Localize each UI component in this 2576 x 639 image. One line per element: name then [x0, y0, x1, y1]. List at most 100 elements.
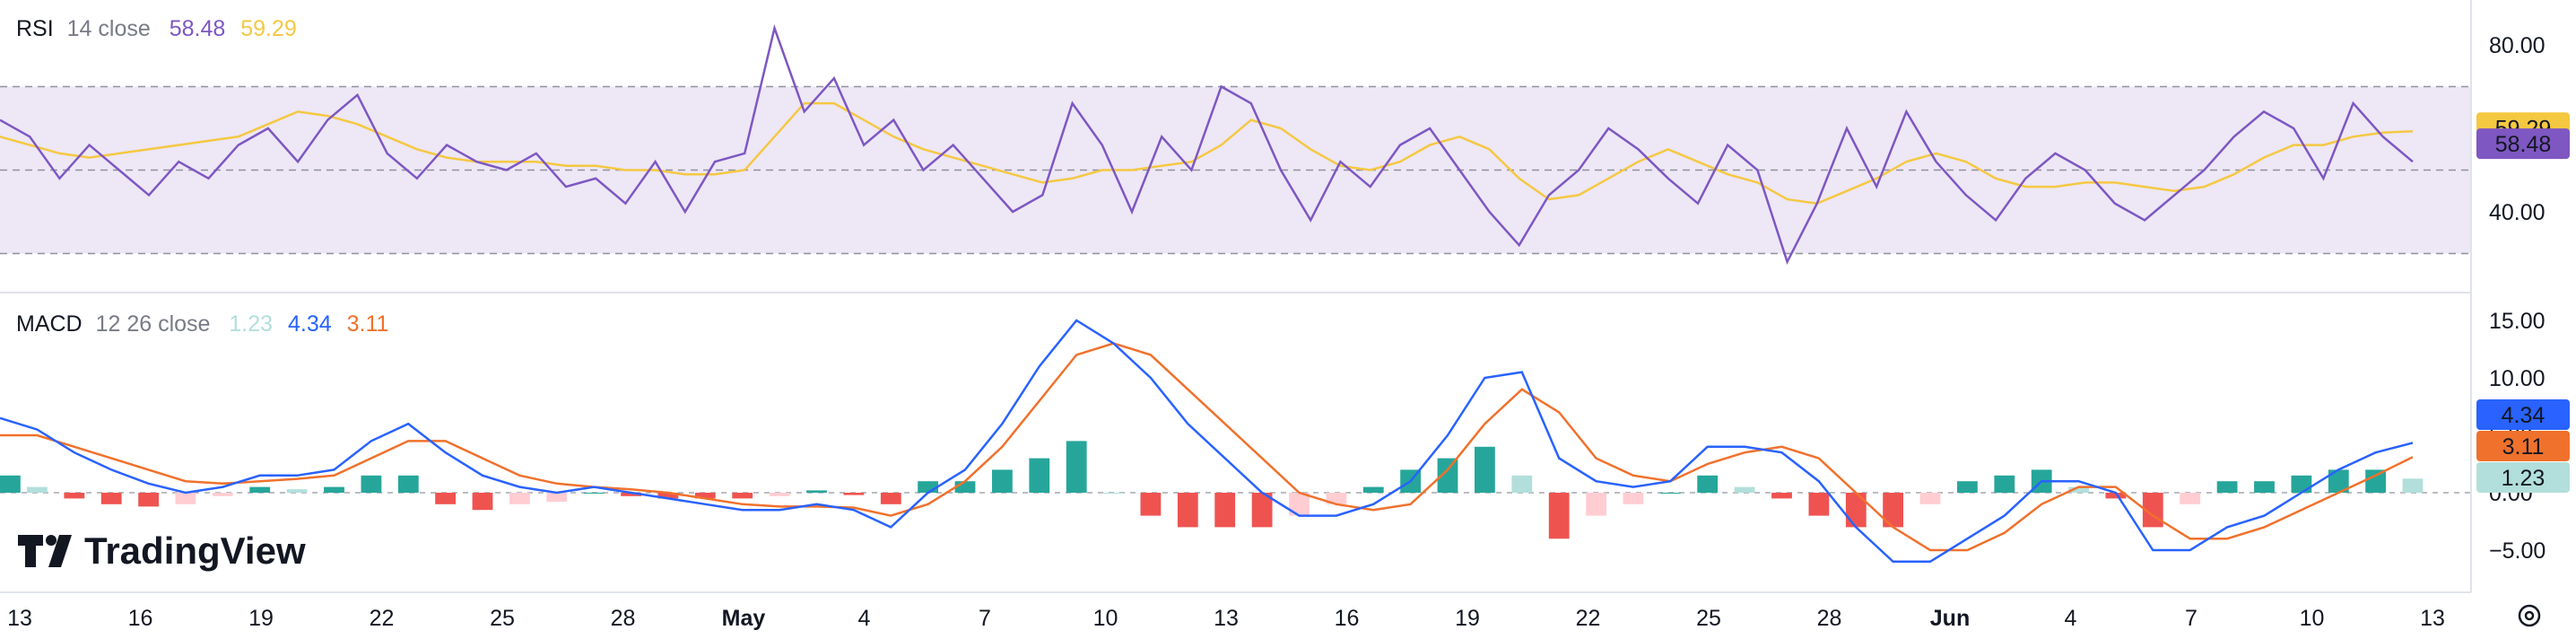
macd-histogram	[0, 441, 2424, 539]
histogram-bar	[1586, 493, 1606, 516]
macd-tick-label: −5.00	[2489, 538, 2546, 564]
rsi-ma-line	[0, 101, 2414, 205]
time-tick-label: 25	[1696, 606, 1721, 631]
histogram-bar	[1883, 493, 1903, 528]
histogram-bar	[1326, 493, 1347, 504]
histogram-bar	[286, 489, 308, 493]
histogram-bar	[732, 493, 753, 499]
histogram-bar	[992, 469, 1013, 493]
macd-tick-label: 10.00	[2489, 366, 2546, 391]
histogram-bar	[2068, 486, 2089, 493]
time-tick-label: May	[722, 606, 766, 631]
histogram-bar	[657, 493, 679, 499]
time-tick-label: 28	[611, 606, 636, 631]
histogram-bar	[361, 475, 382, 493]
time-tick-label: 16	[1335, 606, 1360, 631]
time-axis[interactable]: 13 16 19 22 25 28 May 4 7 10 13 16 19 22 25 28 Jun 4 7 10 13	[7, 606, 2445, 631]
rsi-line	[0, 24, 2414, 266]
histogram-last-tag-text: 1.23	[2502, 466, 2546, 491]
histogram-bar	[1475, 446, 1495, 493]
histogram-bar	[249, 486, 271, 493]
histogram-bar	[1808, 493, 1830, 516]
rsi-last-tag-bg	[2476, 128, 2570, 160]
histogram-bar	[1214, 493, 1236, 528]
signal-last-tag: 3.11	[2476, 431, 2570, 461]
time-tick-label: 7	[2185, 606, 2197, 631]
signal-last-tag-text: 3.11	[2502, 434, 2545, 460]
histogram-bar	[2180, 493, 2201, 504]
rsi-tick-label: 40.00	[2489, 200, 2546, 225]
histogram-bar	[1919, 493, 1941, 504]
histogram-bar	[1623, 493, 1644, 504]
histogram-bar	[1362, 486, 1384, 493]
macd-pane	[0, 319, 2471, 564]
rsi-legend-name: RSI	[16, 16, 54, 41]
time-tick-label: 28	[1817, 606, 1842, 631]
time-tick-label: 10	[2300, 606, 2325, 631]
histogram-bar	[397, 475, 419, 493]
rsi-pane	[0, 24, 2471, 266]
macd-last-tag-bg	[2476, 399, 2570, 430]
rsi-legend[interactable]: RSI 14 close 58.48 59.29	[16, 16, 297, 41]
histogram-bar	[1177, 493, 1198, 528]
histogram-bar	[1103, 493, 1124, 494]
macd-tick-label: 15.00	[2489, 309, 2546, 334]
time-tick-label: 4	[2065, 606, 2077, 631]
histogram-bar	[880, 493, 901, 504]
histogram-bar	[138, 493, 159, 507]
histogram-bar	[1289, 493, 1310, 516]
time-tick-label: 13	[7, 606, 32, 631]
rsi-last-tag: 58.48	[2476, 128, 2570, 160]
signal-last-tag-bg	[2476, 431, 2570, 461]
histogram-bar	[2402, 478, 2424, 493]
histogram-bar	[1845, 493, 1867, 528]
histogram-bar	[1066, 441, 1087, 493]
histogram-bar	[0, 475, 21, 493]
histogram-bar	[2105, 493, 2127, 499]
rsi-legend-value: 58.48	[170, 16, 226, 41]
last-value-tags: 59.2958.484.343.111.23	[2476, 112, 2570, 493]
histogram-bar	[1957, 481, 1978, 493]
tradingview-logo-icon	[18, 535, 72, 567]
histogram-bar	[621, 493, 641, 496]
rsi-legend-params: 14 close	[67, 16, 151, 41]
histogram-bar	[509, 493, 530, 504]
histogram-bar	[583, 493, 605, 494]
time-tick-label: 4	[858, 606, 871, 631]
histogram-bar	[1771, 493, 1792, 499]
macd-legend-params: 12 26 close	[96, 311, 211, 337]
macd-legend-name: MACD	[16, 311, 83, 337]
time-tick-label: 19	[1455, 606, 1480, 631]
time-tick-label: Jun	[1930, 606, 1970, 631]
histogram-bar	[1659, 493, 1681, 494]
signal-line	[0, 342, 2414, 552]
macd-legend[interactable]: MACD 12 26 close 1.23 4.34 3.11	[16, 311, 388, 337]
macd-last-tag-text: 4.34	[2502, 403, 2546, 428]
histogram-bar	[1994, 475, 2015, 493]
histogram-bar	[64, 493, 85, 499]
histogram-bar	[2328, 469, 2349, 493]
histogram-bar	[324, 486, 344, 493]
rsi-tick-label: 80.00	[2489, 33, 2546, 58]
histogram-bar	[1140, 493, 1162, 516]
histogram-bar	[1029, 458, 1050, 493]
time-tick-label: 22	[1576, 606, 1601, 631]
histogram-bar	[472, 493, 493, 511]
histogram-bar	[27, 486, 48, 493]
tradingview-logo-text: TradingView	[84, 530, 306, 572]
signal-legend-value: 3.11	[347, 311, 389, 337]
settings-icon[interactable]	[2518, 604, 2541, 627]
histogram-bar	[694, 493, 716, 499]
tradingview-logo[interactable]: TradingView	[18, 530, 306, 572]
rsi-axis[interactable]: 80.00 40.00	[2489, 33, 2546, 225]
histogram-bar	[769, 493, 790, 496]
macd-last-tag: 4.34	[2476, 399, 2570, 430]
histogram-bar	[100, 493, 122, 504]
histogram-bar	[1437, 458, 1458, 493]
histogram-bar	[1697, 475, 1719, 493]
macd-legend-value: 4.34	[288, 311, 332, 337]
time-tick-label: 16	[128, 606, 153, 631]
histogram-bar	[2365, 469, 2386, 493]
histogram-last-tag-bg	[2476, 462, 2570, 493]
